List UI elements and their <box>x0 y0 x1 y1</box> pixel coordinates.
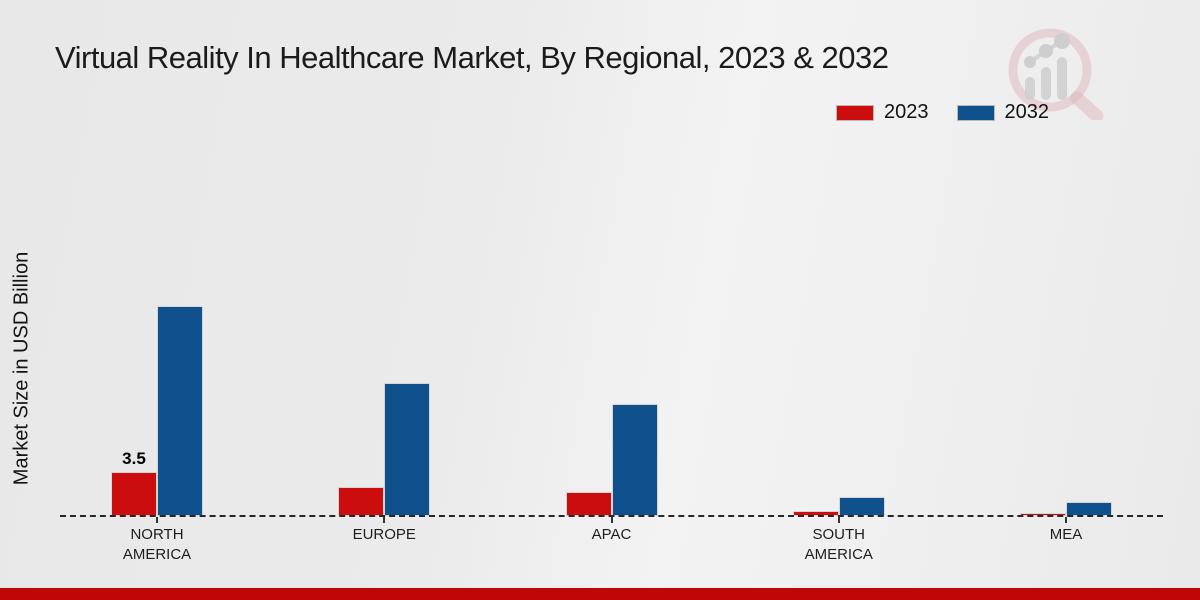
bar-2032-apac <box>611 404 658 516</box>
x-axis-tick <box>383 517 386 523</box>
x-axis-tick <box>1065 517 1067 523</box>
category-label-apac: APAC <box>591 526 632 543</box>
category-label-mea: MEA <box>1049 526 1083 543</box>
bar-2023-apac <box>565 492 612 516</box>
bar-data-label: 3.5 <box>122 448 146 468</box>
legend-label-2032: 2032 <box>1004 101 1050 123</box>
bar-2032-north-america <box>157 306 203 516</box>
logo-bars-icon <box>1025 57 1067 100</box>
x-axis-tick <box>837 517 840 523</box>
bar-2032-mea <box>1066 502 1112 516</box>
magnifier-glass-icon <box>1008 28 1092 112</box>
legend: 2023 2032 <box>836 101 1049 124</box>
x-axis-tick <box>156 517 158 523</box>
chart-title: Virtual Reality In Healthcare Market, By… <box>55 40 889 75</box>
category-label-north-america: NORTH AMERICA <box>122 526 192 563</box>
bar-2032-south-america <box>838 497 885 516</box>
market-research-logo-watermark <box>1008 28 1104 120</box>
bottom-accent-band <box>0 588 1200 600</box>
legend-swatch-2023 <box>836 104 874 121</box>
category-label-south-america: SOUTH AMERICA <box>804 526 873 563</box>
magnifier-handle-icon <box>1070 91 1104 120</box>
legend-label-2023: 2023 <box>884 101 929 123</box>
bar-2023-north-america <box>111 472 157 516</box>
bar-2032-europe <box>384 383 431 516</box>
x-axis-tick <box>610 517 613 523</box>
legend-item-2032: 2032 <box>956 101 1050 124</box>
legend-item-2023: 2023 <box>836 101 929 124</box>
logo-trend-dots-icon <box>1024 33 1070 68</box>
zero-baseline <box>60 515 1163 517</box>
legend-swatch-2032 <box>956 104 995 121</box>
bar-2023-europe <box>338 487 385 516</box>
category-label-europe: EUROPE <box>352 526 416 543</box>
